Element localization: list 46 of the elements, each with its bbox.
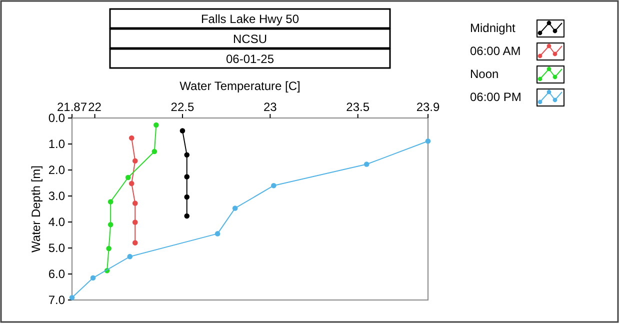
point xyxy=(184,213,190,219)
point xyxy=(125,174,131,180)
y-axis-title: Water Depth [m] xyxy=(29,166,43,252)
y-tick-label: 7.0 xyxy=(48,292,66,307)
point xyxy=(90,275,96,281)
point xyxy=(152,148,158,154)
point xyxy=(364,162,370,167)
chart-title: Falls Lake Hwy 50 xyxy=(200,12,300,26)
point xyxy=(132,240,138,246)
y-tick-label: 2.0 xyxy=(48,162,66,177)
point xyxy=(184,174,190,180)
point xyxy=(108,199,114,204)
point xyxy=(132,220,138,225)
y-tick-label: 4.0 xyxy=(48,214,66,229)
point xyxy=(180,128,186,134)
x-tick-label: 23.9 xyxy=(416,100,440,114)
point xyxy=(132,200,138,206)
x-tick-label: 23 xyxy=(263,100,278,114)
point xyxy=(425,138,431,144)
point xyxy=(106,246,112,252)
point xyxy=(127,254,133,260)
x-tick-label: 22.5 xyxy=(170,100,194,114)
x-tick-label: 22 xyxy=(88,100,102,114)
y-tick-label: 6.0 xyxy=(48,266,66,281)
point xyxy=(271,182,276,188)
point xyxy=(128,135,134,141)
point xyxy=(154,122,159,128)
y-tick-label: 5.0 xyxy=(48,240,66,255)
text: 06-01-25 xyxy=(226,52,274,66)
x-tick-label: 23.5 xyxy=(346,100,370,114)
point xyxy=(184,152,190,158)
point xyxy=(132,158,138,164)
point xyxy=(184,194,190,200)
point xyxy=(108,222,114,228)
x-axis-title: Water Temperature [C] xyxy=(180,79,300,93)
text: Noon xyxy=(470,67,499,81)
point xyxy=(232,206,238,211)
legend-label: 06:00 PM xyxy=(470,90,522,104)
point xyxy=(128,180,134,186)
point xyxy=(214,231,220,236)
y-tick-label: 3.0 xyxy=(48,188,66,203)
chart-subtitle: NCSU xyxy=(232,32,268,46)
point xyxy=(69,295,75,300)
legend-label: Midnight xyxy=(470,21,516,35)
y-tick-label: 1.0 xyxy=(48,136,66,151)
legend-label: 06:00 AM xyxy=(470,44,521,58)
